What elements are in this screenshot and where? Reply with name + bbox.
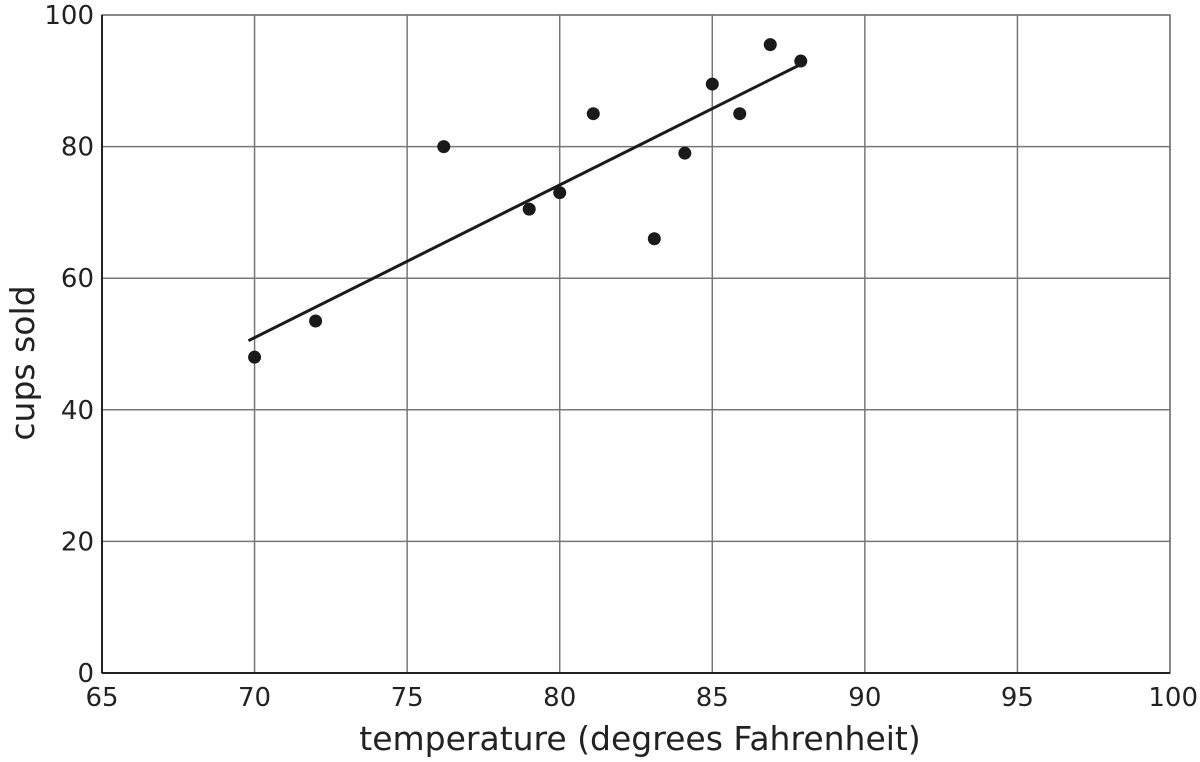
data-point-11	[794, 54, 808, 68]
grid	[101, 14, 1171, 674]
y-tick-label-3: 60	[61, 264, 94, 294]
data-point-9	[733, 107, 747, 121]
y-tick-label-0: 0	[77, 659, 94, 689]
x-tick-label-2: 75	[391, 683, 424, 713]
trend-line	[247, 63, 802, 343]
x-tick-label-6: 95	[1001, 683, 1034, 713]
data-point-3	[522, 202, 536, 216]
x-tick-label-5: 90	[848, 683, 881, 713]
y-tick-label-2: 40	[61, 396, 94, 426]
data-point-6	[647, 232, 661, 246]
x-tick-label-3: 80	[543, 683, 576, 713]
x-tick-label-1: 70	[238, 683, 271, 713]
y-axis-title: cups sold	[3, 285, 42, 440]
axes	[101, 15, 1170, 674]
x-axis-title: temperature (degrees Fahrenheit)	[359, 719, 920, 758]
data-point-8	[705, 77, 719, 91]
tick-labels: 65 70 75 80 85 90 95 100 0 20 40 60 80 100	[44, 1, 1198, 713]
y-tick-label-1: 20	[61, 527, 94, 557]
data-point-2	[437, 140, 451, 154]
data-point-5	[586, 107, 600, 121]
y-tick-label-4: 80	[61, 133, 94, 163]
data-point-7	[678, 146, 692, 160]
y-tick-label-5: 100	[44, 1, 94, 31]
data-point-10	[763, 38, 777, 52]
trend-line-group	[247, 63, 802, 343]
x-tick-label-7: 100	[1148, 683, 1198, 713]
data-points	[248, 38, 808, 364]
plot-frame	[101, 14, 1171, 674]
data-point-1	[309, 314, 323, 328]
x-tick-label-0: 65	[85, 683, 118, 713]
x-tick-label-4: 85	[696, 683, 729, 713]
data-point-4	[553, 186, 567, 200]
data-point-0	[248, 350, 262, 364]
